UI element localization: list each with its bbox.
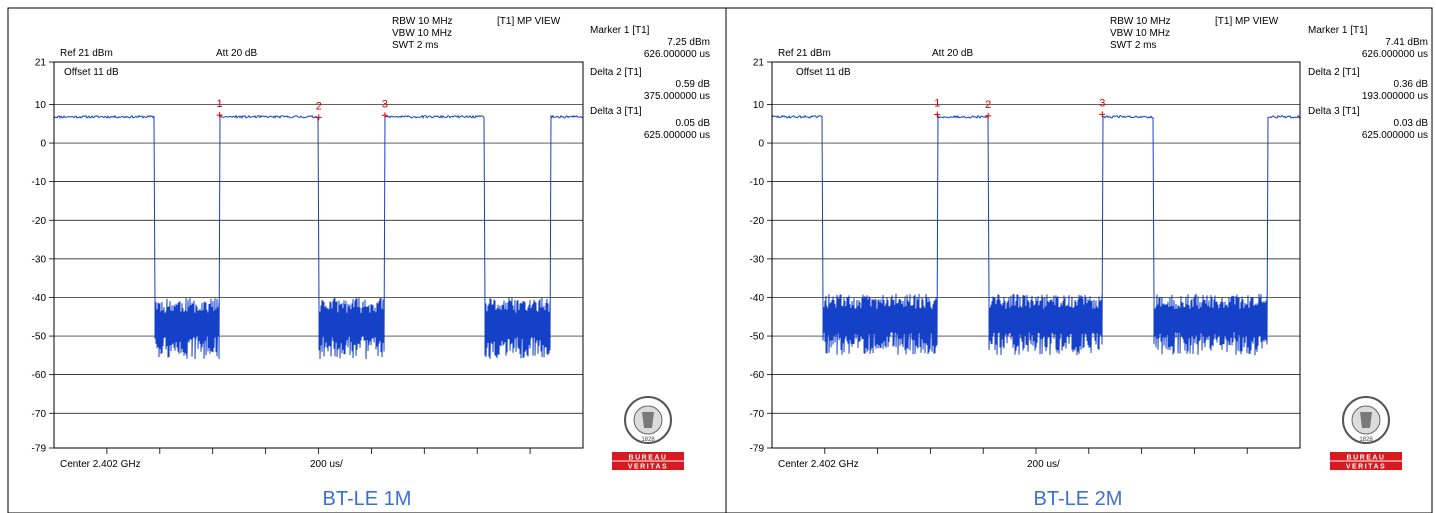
x-ticks [824, 448, 1248, 454]
logo-year: 1828 [1359, 437, 1373, 443]
panel-bt-le-1m: RBW 10 MHz VBW 10 MHz SWT 2 ms [T1] MP V… [32, 16, 711, 510]
bureau-veritas-logo: BUREAU VERITAS 1828 [1330, 396, 1402, 471]
plot-frame [771, 61, 1301, 449]
marker-1-label: 1 [934, 97, 940, 109]
vbw-label: VBW 10 MHz [392, 28, 452, 39]
logo-text-veritas: VERITAS [628, 464, 668, 471]
delta-3-label: Delta 3 [T1] [590, 106, 642, 117]
logo-text-veritas: VERITAS [1346, 464, 1386, 471]
grid-lines [49, 61, 583, 449]
marker-3-label: 3 [382, 98, 388, 110]
delta-3-value: 0.05 dB [676, 118, 711, 129]
marker-1-value: 7.25 dBm [667, 37, 710, 48]
view-label: [T1] MP VIEW [1215, 16, 1279, 27]
span-label: 200 us/ [1027, 459, 1060, 470]
center-label: Center 2.402 GHz [60, 459, 141, 470]
marker-2-label: 2 [316, 100, 322, 112]
y-tick-label: -20 [32, 216, 47, 227]
seal-emblem-icon [642, 412, 654, 428]
plot-area: 21 10 0 -10 -20 -30 -40 -50 -60 -70 -79 1 2 3 [32, 58, 584, 455]
y-tick-label: -20 [750, 216, 765, 227]
bureau-veritas-logo: BUREAU VERITAS 1828 [612, 396, 684, 471]
trace-line [53, 114, 584, 360]
delta-3-time: 625.000000 us [1362, 130, 1428, 141]
rbw-label: RBW 10 MHz [392, 16, 453, 27]
center-label: Center 2.402 GHz [778, 459, 859, 470]
delta-3-time: 625.000000 us [644, 130, 710, 141]
y-tick-label: -40 [750, 293, 765, 304]
panel-frame-right [725, 7, 1433, 513]
marker-2-label: 2 [985, 99, 991, 111]
y-tick-label: -60 [750, 370, 765, 381]
trace-line [771, 114, 1301, 356]
y-tick-label: -79 [750, 444, 765, 455]
y-tick-label: -30 [32, 254, 47, 265]
y-tick-label: -10 [750, 177, 765, 188]
delta-2-label: Delta 2 [T1] [1308, 67, 1360, 78]
marker-1-label: Marker 1 [T1] [1308, 25, 1368, 36]
panel-frame-left [7, 7, 727, 513]
swt-label: SWT 2 ms [1110, 40, 1156, 51]
delta-2-value: 0.36 dB [1394, 79, 1429, 90]
y-tick-labels: 21 10 0 -10 -20 -30 -40 -50 -60 -70 -79 [32, 58, 47, 455]
rbw-label: RBW 10 MHz [1110, 16, 1171, 27]
view-label: [T1] MP VIEW [497, 16, 561, 27]
delta-3-label: Delta 3 [T1] [1308, 106, 1360, 117]
plot-frame [53, 61, 584, 449]
y-tick-label: -50 [750, 332, 765, 343]
delta-2-label: Delta 2 [T1] [590, 67, 642, 78]
marker-3-label: 3 [1099, 97, 1105, 109]
att-label: Att 20 dB [216, 48, 257, 59]
y-tick-label: -10 [32, 177, 47, 188]
offset-label: Offset 11 dB [64, 67, 119, 78]
marker-points: 1 2 3 [934, 97, 1105, 119]
delta-2-time: 193.000000 us [1362, 91, 1428, 102]
marker-points: 1 2 3 [217, 98, 388, 121]
logo-year: 1828 [641, 437, 655, 443]
y-tick-label: 10 [753, 100, 765, 111]
grid-lines [767, 61, 1300, 449]
y-tick-label: -30 [750, 254, 765, 265]
att-label: Att 20 dB [932, 48, 973, 59]
y-tick-label: 10 [35, 100, 47, 111]
marker-1-time: 626.000000 us [1362, 49, 1428, 60]
y-tick-label: -70 [32, 409, 47, 420]
ref-label: Ref 21 dBm [60, 48, 113, 59]
y-tick-label: -60 [32, 370, 47, 381]
marker-1-label: 1 [217, 98, 223, 110]
offset-label: Offset 11 dB [796, 67, 851, 78]
y-tick-label: 21 [35, 58, 47, 69]
ref-label: Ref 21 dBm [778, 48, 831, 59]
y-tick-label: 0 [40, 139, 46, 150]
plot-area: 21 10 0 -10 -20 -30 -40 -50 -60 -70 -79 1 2 3 [750, 58, 1301, 455]
span-label: 200 us/ [310, 459, 343, 470]
seal-emblem-icon [1360, 412, 1372, 428]
marker-1-time: 626.000000 us [644, 49, 710, 60]
y-tick-label: -70 [750, 409, 765, 420]
vbw-label: VBW 10 MHz [1110, 28, 1170, 39]
panel-bt-le-2m: RBW 10 MHz VBW 10 MHz SWT 2 ms [T1] MP V… [750, 16, 1429, 510]
y-tick-label: -79 [32, 444, 47, 455]
y-tick-label: 21 [753, 58, 765, 69]
caption: BT-LE 2M [1034, 488, 1123, 510]
delta-3-value: 0.03 dB [1394, 118, 1429, 129]
logo-text-bureau: BUREAU [1347, 455, 1386, 462]
marker-1-label: Marker 1 [T1] [590, 25, 650, 36]
y-tick-label: 0 [758, 139, 764, 150]
logo-text-bureau: BUREAU [629, 455, 668, 462]
delta-2-time: 375.000000 us [644, 91, 710, 102]
y-tick-label: -50 [32, 332, 47, 343]
y-tick-labels: 21 10 0 -10 -20 -30 -40 -50 -60 -70 -79 [750, 58, 765, 455]
y-tick-label: -40 [32, 293, 47, 304]
delta-2-value: 0.59 dB [676, 79, 711, 90]
swt-label: SWT 2 ms [392, 40, 438, 51]
marker-1-value: 7.41 dBm [1385, 37, 1428, 48]
x-ticks [106, 448, 531, 454]
caption: BT-LE 1M [323, 488, 412, 510]
